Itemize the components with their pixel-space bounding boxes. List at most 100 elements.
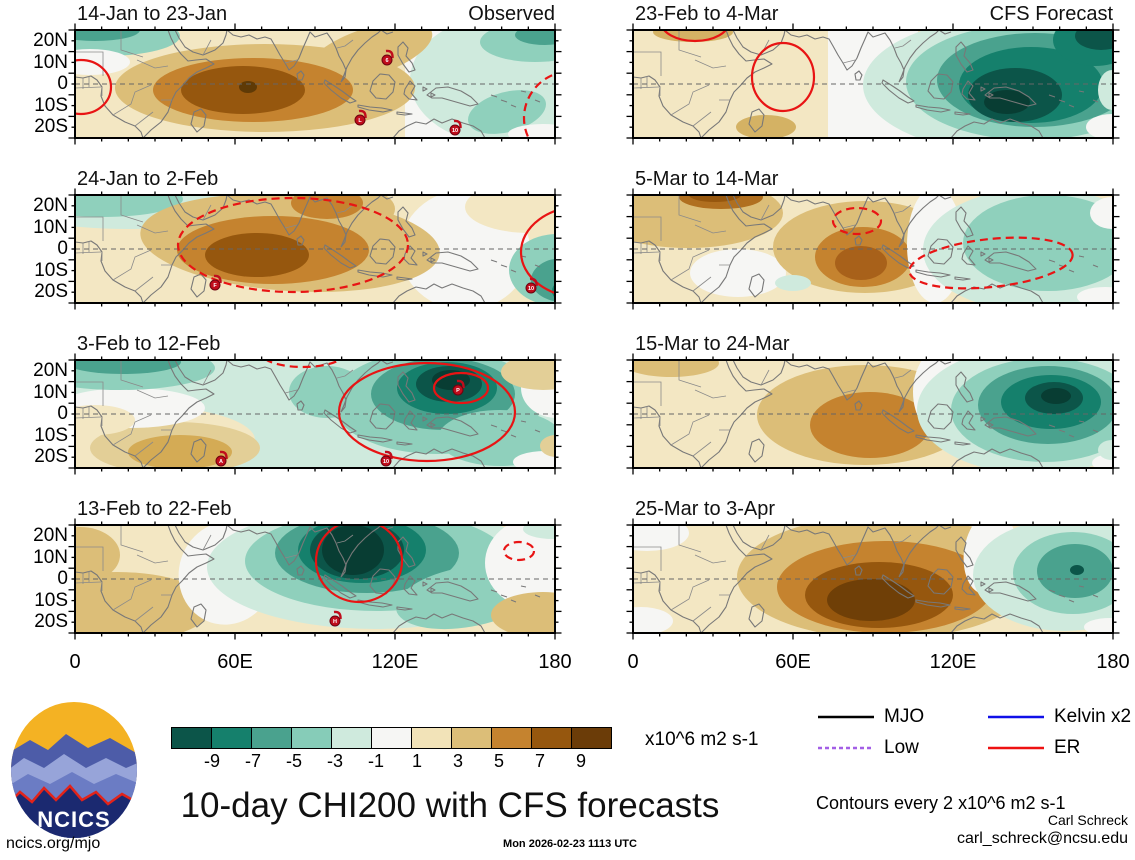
colorbar-cell	[451, 727, 492, 749]
x-axis-label: 180	[538, 651, 572, 673]
legend-label: MJO	[884, 706, 925, 727]
island-coastlines	[190, 41, 541, 138]
panel-title: 25-Mar to 3-Apr	[635, 498, 776, 520]
map-plot: A 10 P	[68, 353, 562, 475]
er-wave-contour	[264, 360, 342, 369]
island-coastlines	[190, 206, 541, 303]
colorbar-cell	[531, 727, 572, 749]
panel-frame	[74, 524, 556, 634]
er-wave-contour	[337, 361, 517, 463]
panel-frame	[632, 194, 1114, 304]
colorbar-cell	[291, 727, 332, 749]
storm-icon: F	[209, 274, 222, 291]
author-name: Carl Schreck	[1047, 812, 1128, 828]
y-axis-label: 0	[57, 73, 68, 94]
panel-frame	[632, 359, 1114, 469]
y-axis-label: 10S	[34, 94, 68, 116]
colorbar-tick-label: -5	[285, 751, 302, 771]
er-wave-contour	[519, 209, 555, 295]
svg-text:10: 10	[528, 286, 534, 292]
colorbar-tick-label: 3	[452, 751, 463, 771]
island-coastlines	[748, 371, 1099, 468]
map-plot	[626, 518, 1120, 640]
y-axis-label: 10N	[33, 546, 68, 568]
colorbar-tick-label: -7	[244, 751, 261, 771]
er-wave-contour	[831, 206, 883, 236]
storm-icon: P	[452, 379, 465, 396]
panel-frame	[74, 29, 556, 139]
panel-title: 15-Mar to 24-Mar	[635, 333, 790, 355]
colorbar-cell	[211, 727, 252, 749]
svg-text:F: F	[213, 283, 217, 289]
storm-icon: A	[215, 450, 228, 467]
legend-item-low: Low	[816, 737, 919, 761]
svg-text:A: A	[219, 459, 223, 465]
x-axis-label: 120E	[371, 651, 419, 673]
y-axis-label: 0	[57, 238, 68, 259]
colorbar-tick-label: -9	[203, 751, 220, 771]
panel-title: 14-Jan to 23-Jan	[77, 3, 228, 25]
svg-text:H: H	[333, 619, 337, 625]
map-panel: H	[66, 516, 564, 642]
panel-title: 23-Feb to 4-Mar	[635, 3, 779, 25]
issue-timestamp: Mon 2026-02-23 1113 UTC	[503, 838, 637, 850]
map-panel	[624, 186, 1122, 312]
legend-label: Low	[884, 737, 919, 758]
y-axis-label: 20N	[33, 360, 68, 381]
x-axis-label: 0	[627, 651, 639, 673]
colorbar-cell	[571, 727, 612, 749]
y-axis-label: 20S	[34, 611, 68, 632]
y-axis-label: 10S	[34, 259, 68, 281]
er-wave-contour	[75, 58, 113, 116]
country-borders	[75, 525, 354, 622]
panel-frame	[74, 194, 556, 304]
svg-text:10: 10	[383, 459, 389, 465]
map-panel: 6 L 10	[66, 21, 564, 147]
country-borders	[633, 30, 912, 127]
y-axis-label: 10S	[34, 424, 68, 446]
x-axis-label: 180	[1096, 651, 1130, 673]
x-axis-label: 0	[69, 651, 81, 673]
storm-icon: 10	[449, 119, 462, 136]
storm-icon: 10	[380, 450, 393, 467]
svg-text:P: P	[456, 388, 460, 394]
map-panel: A 10 P	[66, 351, 564, 477]
y-axis-label: 10S	[34, 589, 68, 611]
site-url: ncics.org/mjo	[6, 835, 101, 852]
svg-text:6: 6	[385, 58, 388, 64]
legend-item-kelvin: Kelvin x2	[986, 706, 1131, 730]
x-axis-label: 120E	[929, 651, 977, 673]
map-panel	[624, 21, 1122, 147]
panel-frame	[74, 359, 556, 469]
map-plot	[626, 23, 1120, 145]
x-axis-label: 60E	[775, 651, 811, 673]
y-axis-label: 10N	[33, 216, 68, 238]
colorbar-tick-label: -1	[367, 751, 384, 771]
panel-title: 13-Feb to 22-Feb	[77, 498, 232, 520]
map-plot: F 10	[68, 188, 562, 310]
er-wave-contour	[432, 371, 490, 405]
axis-ticks	[626, 188, 1120, 310]
storm-icon: L	[354, 109, 367, 126]
island-coastlines	[748, 41, 1099, 138]
map-plot: H	[68, 518, 562, 640]
colorbar-cell	[491, 727, 532, 749]
colorbar	[171, 727, 612, 749]
x-axis-label: 60E	[217, 651, 253, 673]
panel-source-tag: CFS Forecast	[989, 3, 1113, 25]
colorbar-tick-label: 1	[411, 751, 422, 771]
panel-source-tag: Observed	[468, 3, 555, 25]
colorbar-cell	[331, 727, 372, 749]
colorbar-units: x10^6 m2 s-1	[645, 729, 759, 750]
panel-frame	[632, 29, 1114, 139]
island-coastlines	[190, 371, 541, 468]
svg-text:10: 10	[452, 128, 458, 134]
colorbar-cell	[171, 727, 212, 749]
colorbar-cell	[251, 727, 292, 749]
colorbar-tick-label: 9	[575, 751, 586, 771]
y-axis-label: 0	[57, 568, 68, 589]
y-axis-label: 20S	[34, 281, 68, 302]
map-panel	[624, 351, 1122, 477]
country-borders	[633, 195, 912, 292]
